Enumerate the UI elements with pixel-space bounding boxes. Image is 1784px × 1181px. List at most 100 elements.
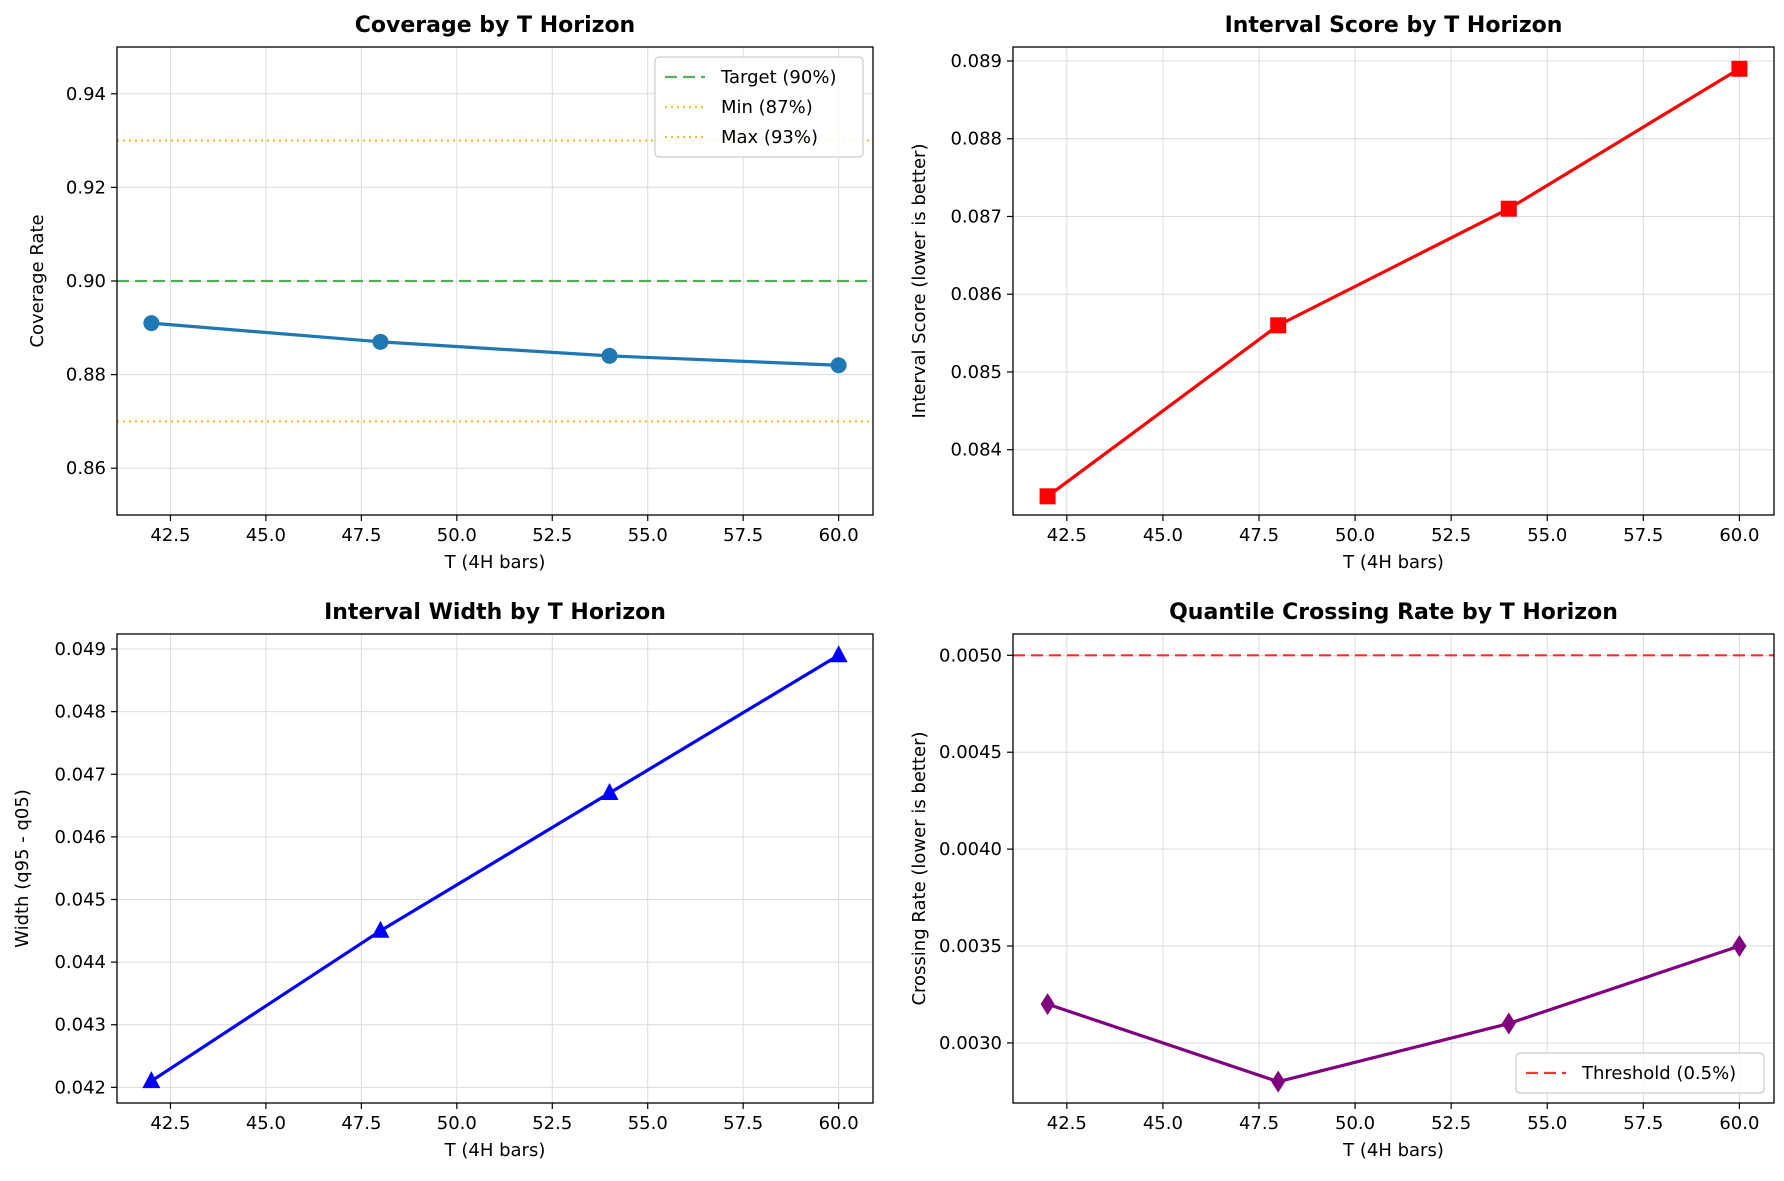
chart-title: Quantile Crossing Rate by T Horizon [1169, 600, 1618, 625]
legend-label: Target (90%) [720, 67, 836, 88]
data-point-4 [1731, 60, 1748, 77]
y-tick-label: 0.047 [54, 764, 106, 785]
y-tick-label: 0.88 [66, 365, 106, 386]
y-tick-label: 0.045 [54, 889, 106, 910]
x-tick-label: 55.0 [628, 1113, 668, 1134]
series-line [151, 321, 839, 367]
x-tick-label: 55.0 [1527, 1113, 1567, 1134]
plot-area [1013, 654, 1774, 1093]
y-tick-label: 0.92 [66, 177, 106, 198]
series-line [1047, 944, 1740, 1084]
x-tick-label: 57.5 [723, 1113, 763, 1134]
chart-title: Interval Width by T Horizon [324, 600, 666, 625]
legend-label: Min (87%) [721, 97, 813, 118]
x-tick-label: 52.5 [532, 1113, 572, 1134]
x-tick-label: 47.5 [341, 1113, 381, 1134]
data-point-3 [601, 347, 618, 364]
y-tick-label: 0.042 [54, 1077, 106, 1098]
y-tick-label: 0.088 [950, 129, 1002, 150]
axes-frame [1012, 46, 1775, 516]
data-point-3 [1501, 1012, 1516, 1035]
x-axis-label: T (4H bars) [1342, 1140, 1444, 1161]
y-tick-label: 0.0030 [939, 1033, 1002, 1054]
x-tick-label: 45.0 [246, 525, 286, 546]
axes-frame [116, 633, 874, 1104]
chart-title: Coverage by T Horizon [355, 13, 635, 38]
x-tick-label: 50.0 [1335, 1113, 1375, 1134]
x-tick-label: 42.5 [150, 1113, 190, 1134]
x-tick-label: 47.5 [341, 525, 381, 546]
x-tick-label: 52.5 [532, 525, 572, 546]
x-axis-label: T (4H bars) [1342, 552, 1444, 573]
data-point-2 [1271, 1070, 1286, 1093]
chart-panel-3: 42.5 45.0 47.5 50.0 52.5 55.0 57.5 60.0 0.042 0.0… [12, 600, 874, 1161]
x-tick-label: 52.5 [1431, 525, 1471, 546]
y-tick-label: 0.86 [66, 458, 106, 479]
x-tick-label: 55.0 [1527, 525, 1567, 546]
data-point-4 [829, 645, 848, 663]
axes-frame [1012, 633, 1775, 1104]
x-axis-label: T (4H bars) [444, 552, 546, 573]
x-tick-label: 45.0 [1143, 1113, 1183, 1134]
x-tick-label: 57.5 [723, 525, 763, 546]
x-tick-label: 47.5 [1239, 1113, 1279, 1134]
x-tick-label: 45.0 [1143, 525, 1183, 546]
x-tick-label: 45.0 [246, 1113, 286, 1134]
y-tick-label: 0.043 [54, 1015, 106, 1036]
legend-label: Threshold (0.5%) [1581, 1063, 1736, 1084]
x-tick-label: 60.0 [819, 1113, 859, 1134]
y-tick-label: 0.049 [54, 639, 106, 660]
data-point-4 [830, 357, 847, 374]
y-tick-label: 0.086 [950, 284, 1002, 305]
x-tick-label: 42.5 [1047, 525, 1087, 546]
x-tick-label: 60.0 [819, 525, 859, 546]
y-tick-label: 0.0045 [939, 742, 1002, 763]
legend-box [654, 56, 864, 158]
legend-box [1515, 1052, 1765, 1094]
x-axis-label: T (4H bars) [444, 1140, 546, 1161]
data-point-4 [1732, 935, 1747, 958]
y-tick-label: 0.90 [66, 271, 106, 292]
x-tick-label: 42.5 [1047, 1113, 1087, 1134]
data-point-3 [1500, 200, 1517, 217]
x-tick-label: 60.0 [1719, 1113, 1759, 1134]
chart-title: Interval Score by T Horizon [1225, 13, 1563, 38]
chart-panel-2: 42.5 45.0 47.5 50.0 52.5 55.0 57.5 60.0 0.084 0.0… [909, 13, 1775, 573]
y-tick-label: 0.046 [54, 827, 106, 848]
x-tick-label: 55.0 [628, 525, 668, 546]
data-point-2 [371, 920, 390, 938]
y-tick-label: 0.044 [54, 952, 106, 973]
chart-panel-4: 42.5 45.0 47.5 50.0 52.5 55.0 57.5 60.0 0.0030 0.… [909, 600, 1775, 1161]
x-tick-label: 50.0 [437, 1113, 477, 1134]
chart-panel-1: 42.5 45.0 47.5 50.0 52.5 55.0 57.5 60.0 0.86 0.88… [27, 13, 874, 573]
data-point-1 [1040, 993, 1055, 1016]
data-point-3 [600, 783, 619, 801]
x-tick-label: 57.5 [1623, 525, 1663, 546]
x-tick-label: 52.5 [1431, 1113, 1471, 1134]
y-axis-label: Width (q95 - q05) [12, 789, 33, 948]
grid [1013, 47, 1774, 515]
x-tick-label: 42.5 [150, 525, 190, 546]
x-tick-label: 50.0 [437, 525, 477, 546]
y-tick-label: 0.0050 [939, 645, 1002, 666]
y-axis-label: Crossing Rate (lower is better) [909, 731, 930, 1005]
plot-area [142, 645, 848, 1089]
y-axis-label: Coverage Rate [27, 214, 48, 347]
y-tick-label: 0.94 [66, 84, 106, 105]
data-point-2 [1270, 317, 1287, 334]
data-point-2 [372, 333, 389, 350]
y-tick-label: 0.048 [54, 702, 106, 723]
x-tick-label: 60.0 [1719, 525, 1759, 546]
data-point-1 [143, 315, 160, 332]
legend-label: Max (93%) [721, 127, 818, 148]
plot-area [1039, 60, 1748, 505]
series-line [150, 653, 840, 1083]
x-tick-label: 57.5 [1623, 1113, 1663, 1134]
grid [1013, 634, 1774, 1103]
data-point-1 [142, 1071, 161, 1089]
grid [117, 634, 873, 1103]
plot-area [117, 139, 873, 423]
y-tick-label: 0.087 [950, 206, 1002, 227]
legend: Threshold (0.5%) [1515, 1052, 1765, 1094]
